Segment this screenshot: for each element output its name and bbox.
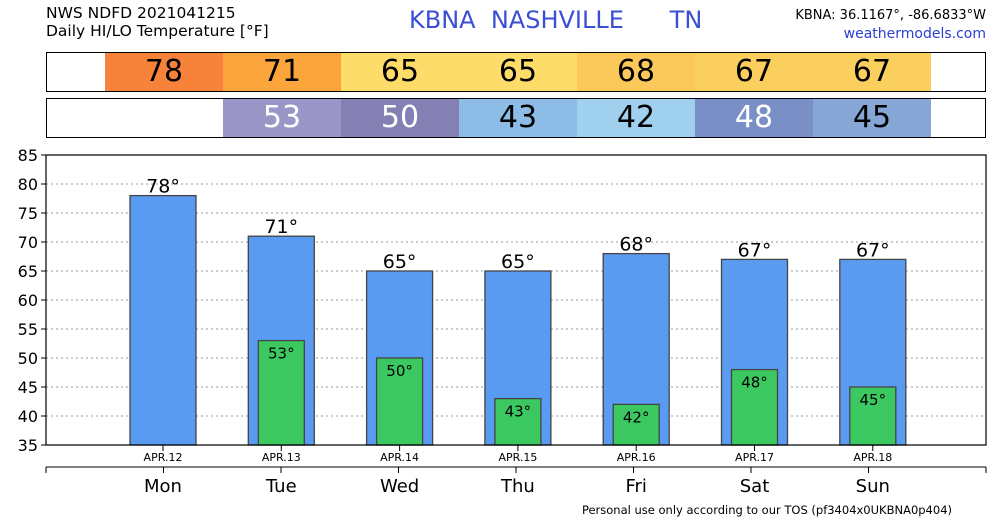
high-bar (129, 194, 197, 446)
high-cell-4: 68 (577, 53, 695, 91)
x-tick-label: APR.13 (262, 451, 301, 464)
high-cell-6: 67 (813, 53, 931, 91)
y-tick-label: 35 (18, 436, 38, 455)
low-bar (257, 339, 305, 446)
footer-note: Personal use only according to our TOS (… (581, 503, 952, 517)
day-label: Mon (144, 476, 182, 497)
day-label: Tue (265, 476, 297, 497)
high-bar-label: 68° (619, 234, 653, 256)
header-left: NWS NDFD 2021041215 Daily HI/LO Temperat… (46, 4, 269, 40)
low-cell-4: 42 (577, 99, 695, 137)
station-title: KBNA NASHVILLE TN (409, 6, 703, 34)
x-tick-label: APR.12 (144, 451, 183, 464)
header-right: KBNA: 36.1167°, -86.6833°W weathermodels… (795, 6, 986, 44)
high-cell-0: 78 (105, 53, 223, 91)
y-tick-label: 50 (18, 349, 38, 368)
low-temperature-strip: 53 50 43 42 48 45 (46, 98, 986, 138)
x-tick-label: APR.14 (380, 451, 419, 464)
y-tick-label: 65 (18, 262, 38, 281)
site-link[interactable]: weathermodels.com (843, 26, 986, 42)
y-tick-label: 45 (18, 378, 38, 397)
x-tick-label: APR.15 (498, 451, 537, 464)
high-bar-label: 67° (856, 239, 890, 261)
y-tick-label: 60 (18, 291, 38, 310)
low-bar-label: 48° (741, 374, 768, 392)
y-tick-label: 85 (18, 146, 38, 165)
y-tick-label: 80 (18, 175, 38, 194)
plot-frame (45, 154, 987, 446)
low-bar-label: 50° (386, 362, 413, 380)
low-cell-6: 45 (813, 99, 931, 137)
product-label: Daily HI/LO Temperature [°F] (46, 22, 269, 40)
day-label: Thu (500, 476, 535, 497)
model-run-label: NWS NDFD 2021041215 (46, 4, 236, 22)
low-bar-label: 45° (860, 391, 887, 409)
day-label: Wed (380, 476, 419, 497)
high-cell-3: 65 (459, 53, 577, 91)
y-tick-label: 75 (18, 204, 38, 223)
low-cell-5: 48 (695, 99, 813, 137)
high-bar-label: 65° (383, 251, 417, 273)
station-coordinates: KBNA: 36.1167°, -86.6833°W (795, 8, 986, 23)
low-bar-label: 43° (505, 403, 532, 421)
low-bar (494, 397, 542, 446)
x-tick-label: APR.17 (735, 451, 774, 464)
day-label: Sun (856, 476, 890, 497)
high-cell-2: 65 (341, 53, 459, 91)
low-cell-3: 43 (459, 99, 577, 137)
low-bar (730, 368, 779, 446)
low-cell-1: 53 (223, 99, 341, 137)
high-temperature-strip: 78 71 65 65 68 67 67 (46, 52, 986, 92)
y-tick-label: 55 (18, 320, 38, 339)
high-bar-label: 65° (501, 251, 535, 273)
low-bar (375, 357, 424, 446)
high-bar-label: 67° (738, 239, 772, 261)
low-bar-label: 42° (623, 408, 650, 426)
high-bar-label: 71° (264, 216, 298, 238)
x-tick-label: APR.16 (617, 451, 656, 464)
y-tick-label: 70 (18, 233, 38, 252)
y-tick-label: 40 (18, 407, 38, 426)
x-tick-label: APR.18 (853, 451, 892, 464)
day-label: Fri (625, 476, 646, 497)
high-bar-label: 78° (146, 176, 180, 198)
day-label: Sat (740, 476, 770, 497)
low-bar-label: 53° (268, 345, 295, 363)
high-cell-1: 71 (223, 53, 341, 91)
low-cell-2: 50 (341, 99, 459, 137)
high-cell-5: 67 (695, 53, 813, 91)
